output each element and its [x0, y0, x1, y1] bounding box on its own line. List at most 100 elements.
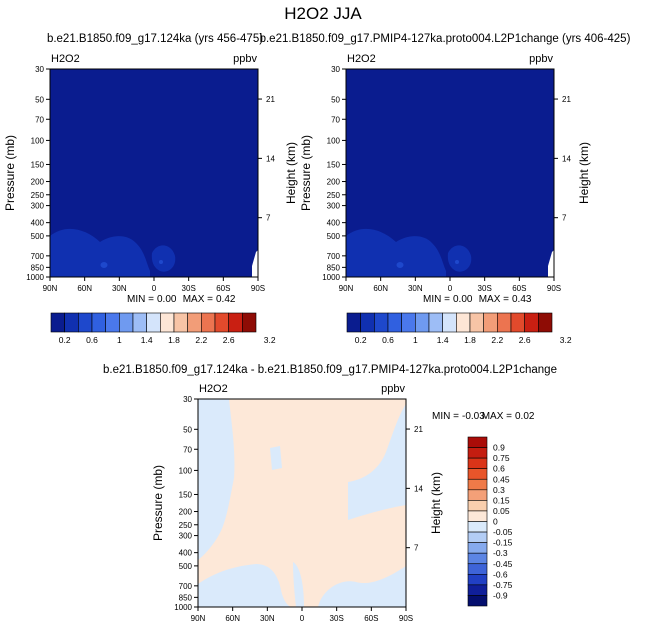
panel-right-x-tick-label: 90N [339, 284, 354, 293]
panel-right-y-tick-label: 700 [327, 252, 341, 261]
panel-bottom-x-tick-label: 90S [399, 614, 413, 623]
panel-right-max-label: MAX = [479, 294, 509, 305]
panel-left-y-tick-label: 1000 [26, 273, 44, 282]
panel-left-colorbar-swatch [228, 312, 243, 333]
panel-right-colorbar-swatch [469, 312, 484, 333]
panel-right-colorbar-swatch [360, 312, 375, 333]
panel-left-units-label: ppbv [233, 53, 257, 65]
panel-left-y-tick-label: 30 [35, 65, 44, 74]
panel-left-height-tick-label: 7 [266, 214, 271, 223]
panel-right-max-dot [455, 260, 459, 264]
panel-bottom-colorbar-swatch [467, 447, 488, 459]
panel-right-colorbar-swatch [442, 312, 457, 333]
panel-bottom-y-tick-label: 850 [179, 593, 193, 602]
panel-left-min-label: MIN = [127, 294, 154, 305]
panel-left-colorbar-label: 2.2 [195, 335, 207, 345]
panel-bottom-negative-region [318, 566, 406, 607]
panel-left-colorbar-swatch [146, 312, 161, 333]
panel-left-colorbar-swatch [132, 312, 147, 333]
panel-right-colorbar-swatch [483, 312, 498, 333]
panel-right-colorbar-swatch [346, 312, 361, 333]
panel-bottom-y-tick-label: 250 [179, 521, 193, 530]
panel-right-y-tick-label: 150 [327, 160, 341, 169]
panel-bottom-colorbar-label: 0.45 [493, 474, 510, 484]
panel-left-y-axis-title: Pressure (mb) [3, 135, 17, 211]
panel-left-y-tick-label: 700 [31, 252, 45, 261]
panel-title-right: b.e21.B1850.f09_g17.PMIP4-127ka.proto004… [260, 33, 631, 45]
panel-left-colorbar-swatch [64, 312, 79, 333]
panel-bottom-y-tick-label: 200 [179, 508, 193, 517]
panel-left-height-axis-title: Height (km) [284, 142, 298, 204]
panel-title-bottom: b.e21.B1850.f09_g17.124ka - b.e21.B1850.… [103, 364, 557, 376]
panel-right-x-tick-label: 60N [373, 284, 388, 293]
panel-left-colorbar-swatch [78, 312, 93, 333]
panel-left-colorbar-swatch [173, 312, 188, 333]
panel-left-colorbar-label: 3.2 [264, 335, 276, 345]
panel-bottom-colorbar-label: -0.6 [493, 569, 508, 579]
panel-bottom-negative-region [198, 399, 235, 560]
panel-left-min-value: 0.00 [157, 294, 177, 305]
panel-right-max-dot [396, 262, 404, 268]
panel-right-y-tick-label: 300 [327, 202, 341, 211]
panel-bottom-colorbar-swatch [467, 478, 488, 491]
panel-bottom-colorbar-label: -0.45 [493, 559, 513, 569]
panel-bottom-colorbar: 0.90.750.60.450.30.150.050-0.05-0.15-0.3… [467, 436, 513, 607]
panel-left-colorbar-swatch [50, 312, 65, 333]
panel-bottom-colorbar-swatch [467, 468, 488, 480]
panel-left-colorbar-label: 1.4 [141, 335, 153, 345]
panel-left-x-tick-label: 30N [112, 284, 127, 293]
panel-right-height-tick-label: 14 [562, 154, 571, 163]
panel-left-high-region [50, 228, 150, 277]
panel-left-colorbar: 0.2 0.6 1 1.4 1.8 2.2 2.6 3.2 [50, 312, 276, 345]
panel-left-max-label: MAX = [183, 294, 213, 305]
panel-right-colorbar-label: 3.2 [560, 335, 572, 345]
panel-right-y-tick-label: 100 [327, 136, 341, 145]
panel-right-colorbar-label: 1 [413, 335, 418, 345]
panel-right-height-tick-label: 21 [562, 95, 571, 104]
panel-right-high-region [346, 228, 446, 277]
panel-right-colorbar-swatch [428, 312, 443, 333]
panel-left-y-tick-label: 200 [31, 178, 45, 187]
panel-right-variable-label: H2O2 [347, 53, 376, 65]
panel-bottom-y-tick-label: 50 [183, 425, 192, 434]
panel-left-max-dot [100, 262, 108, 268]
panel-left-y-tick-label: 500 [31, 232, 45, 241]
panel-right-max-value: 0.43 [512, 294, 532, 305]
panel-right-colorbar-swatch [401, 312, 416, 333]
panel-bottom-colorbar-label: -0.3 [493, 548, 508, 558]
panel-left-y-tick-label: 300 [31, 202, 45, 211]
panel-right-missing-terrain [548, 250, 554, 277]
panel-left-colorbar-label: 1.8 [168, 335, 180, 345]
panel-right-colorbar-swatch [497, 312, 512, 333]
panel-bottom-negative-region [348, 404, 406, 520]
panel-right-min-value: 0.00 [453, 294, 473, 305]
panel-left-y-tick-label: 150 [31, 160, 45, 169]
panel-bottom-max-label: MAX = [482, 411, 512, 422]
panel-right-y-tick-label: 500 [327, 232, 341, 241]
panel-right: H2O2 ppbv Pressure (mb) Height (km) MIN … [299, 53, 591, 345]
panel-right-units-label: ppbv [529, 53, 553, 65]
panel-left-x-tick-label: 60S [216, 284, 230, 293]
panel-bottom-colorbar-swatch [467, 489, 488, 501]
panel-bottom-y-tick-label: 300 [179, 532, 193, 541]
panel-left-colorbar-swatch [160, 312, 175, 333]
panel-bottom-y-tick-label: 1000 [174, 603, 192, 612]
panel-right-colorbar-label: 1.4 [437, 335, 449, 345]
panel-left-colorbar-swatch [242, 312, 257, 333]
panel-left-y-tick-label: 400 [31, 219, 45, 228]
panel-bottom-colorbar-swatch [467, 457, 488, 469]
panel-left-colorbar-swatch [201, 312, 216, 333]
panel-bottom-y-axis-title: Pressure (mb) [151, 465, 165, 541]
panel-bottom-negative-region [198, 564, 292, 607]
panel-bottom-colorbar-label: 0.3 [493, 485, 505, 495]
panel-left-colorbar-swatch [214, 312, 229, 333]
panel-left-y-tick-label: 50 [35, 95, 44, 104]
panel-bottom-height-tick-label: 14 [414, 484, 423, 493]
panel-bottom-x-tick-label: 30S [330, 614, 344, 623]
panel-bottom-colorbar-label: -0.9 [493, 590, 508, 600]
panel-right-colorbar-swatch [538, 312, 553, 333]
panel-bottom-colorbar-swatch [467, 584, 488, 596]
panel-bottom-y-tick-label: 150 [179, 490, 193, 499]
panel-bottom-colorbar-swatch [467, 436, 488, 448]
